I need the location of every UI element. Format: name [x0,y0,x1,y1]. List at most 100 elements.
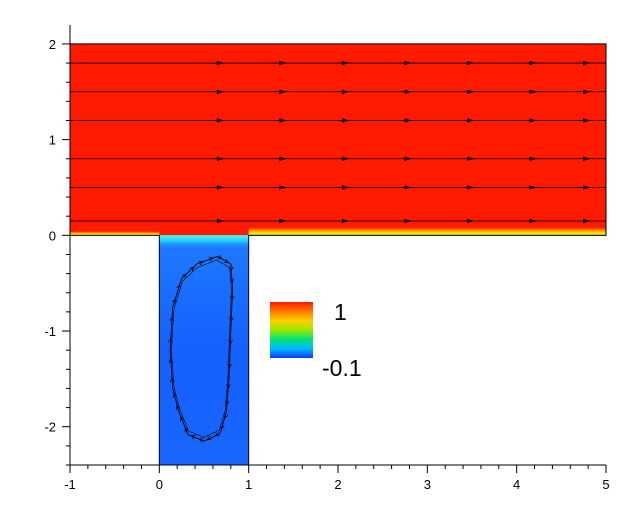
streamline-arrow [529,218,537,224]
vortex-arrow [228,339,233,345]
vortex-arrow [224,400,230,406]
streamline-arrow [529,185,537,190]
vortex-arrow [214,431,220,437]
streamline-arrow [279,89,287,94]
streamline-arrow [216,89,224,94]
vortex-arrow [175,404,181,410]
streamline-arrow [583,218,591,224]
vortex-arrow [168,357,174,363]
vortex-arrow [229,278,235,284]
streamline-arrow [529,60,537,66]
vortex-arrow [184,427,189,433]
x-tick-label: 3 [424,477,431,492]
streamline-arrow [341,156,349,161]
boundary-layer [248,227,606,236]
streamline-arrow [404,185,412,190]
cavity-region [159,235,249,465]
axes: -1 0 1 2 3 4 5 -2 -1 0 1 2 [44,25,610,492]
vortex-arrow [217,254,223,260]
vortex-arrow [228,266,234,272]
streamline-arrow [467,60,474,66]
vortex-arrow [169,316,175,322]
streamline-arrow [404,118,412,123]
streamline-arrow [583,60,591,66]
vortex-arrow [176,283,181,290]
vortex-arrow [169,377,175,383]
streamline-arrow [404,60,412,66]
streamline-arrow [279,60,287,66]
streamline-arrow [404,156,412,161]
y-tick-label: -1 [44,324,56,339]
vortex-arrow [171,298,177,304]
x-tick-label: 4 [513,477,520,492]
x-tick-label: 5 [602,477,609,492]
cavity-mouth-shear-layer [159,235,249,250]
streamline-arrow [216,218,224,224]
vortex-arrow [172,392,178,398]
streamline-arrow [279,156,287,161]
vortex-arrow [180,416,185,422]
vortex-arrow [198,260,204,266]
vortex-arrow [226,383,231,389]
streamline-arrow [467,218,474,224]
streamlines [70,60,606,443]
streamline-arrow [216,156,224,161]
vortex-arrow [223,258,230,263]
vortex-arrow [223,414,228,420]
streamline-arrow [583,118,591,123]
streamline-arrow [279,218,287,224]
streamline-arrow [341,60,349,66]
vortex-arrow [181,273,187,279]
colorbar: 1 -0.1 [270,299,362,381]
streamline-arrow [404,89,412,94]
colorbar-min-label: -0.1 [322,355,362,381]
vortex-arrow [229,317,234,323]
y-tick-label: 2 [49,37,56,52]
vortex-streamline-inner [170,259,232,438]
streamline-arrow [279,118,287,123]
vortex-arrow [206,435,212,441]
streamline-arrow [279,185,287,190]
domain-outline [70,43,607,466]
streamline-arrow [216,185,224,190]
streamline-arrow [583,156,591,161]
streamline-arrow [341,185,349,190]
streamline-arrow [529,156,537,161]
x-tick-label: 2 [334,477,341,492]
y-tick-label: -2 [44,420,56,435]
vortex-streamline-outer [169,255,234,442]
colorbar-gradient [270,302,313,358]
vortex-arrow [208,257,214,262]
vortex-arrow [190,435,196,440]
streamline-arrow [467,156,474,161]
streamline-arrow [216,60,224,66]
y-tick-label: 0 [49,228,56,243]
colorbar-max-label: 1 [334,299,347,325]
vortex-arrow [198,438,204,443]
contour-field [70,43,607,466]
vortex-arrow [168,337,173,343]
streamline-arrow [529,118,537,123]
streamline-arrow [467,118,474,123]
streamline-arrow [216,118,224,123]
streamline-arrow [341,218,349,224]
streamline-arrow [341,89,349,94]
streamline-arrow [529,89,537,94]
vortex-arrow [229,295,235,301]
streamline-arrow [467,89,474,94]
y-tick-label: 1 [49,133,56,148]
vortex-arrow [220,424,225,430]
x-tick-label: 0 [156,477,163,492]
vortex-arrow [189,266,195,272]
x-tick-label: -1 [64,477,76,492]
boundary-layer-upstream [70,231,160,236]
streamline-arrow [404,218,412,224]
vortex-arrow [227,363,232,369]
streamline-arrow [341,118,349,123]
streamline-arrow [467,185,474,190]
channel-region [70,43,606,236]
x-tick-label: 1 [245,477,252,492]
streamline-arrow [583,89,591,94]
